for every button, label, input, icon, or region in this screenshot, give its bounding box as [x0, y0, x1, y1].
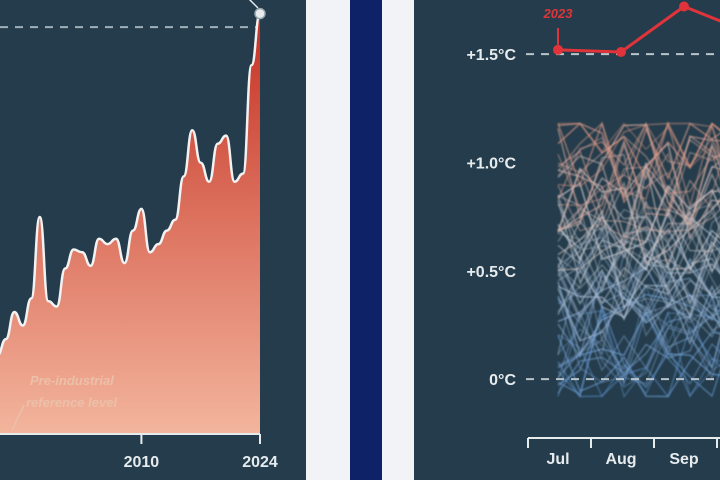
historical-year-line: [557, 250, 720, 356]
historical-year-line: [557, 200, 720, 288]
right-chart-panel: 0°C +0.5°C +1.0°C +1.5°C Jul Aug Sep 2023: [414, 0, 720, 480]
historical-year-line: [557, 250, 720, 356]
historical-year-line: [558, 122, 720, 169]
annotation-text-line-1: Pre-industrial: [30, 373, 114, 388]
historical-year-line: [557, 295, 720, 378]
annotation-text-line-2: reference level: [26, 395, 117, 410]
x-tick-label-2010: 2010: [124, 454, 160, 471]
historical-year-line: [557, 247, 720, 337]
series-2023-point: [679, 1, 689, 12]
monthly-temperature-spaghetti-chart: 0°C +0.5°C +1.0°C +1.5°C Jul Aug Sep 2023: [466, 1, 720, 468]
historical-year-line: [557, 167, 720, 264]
series-2023-label: 2023: [543, 6, 574, 21]
anomaly-line: [0, 12, 262, 356]
x-tick-label-Jul: Jul: [546, 451, 569, 468]
x-tick-label-2024: 2024: [242, 454, 278, 471]
historical-year-line: [557, 315, 720, 394]
divider-navy-stripe: [350, 0, 382, 480]
y-tick-label: 0°C: [489, 372, 516, 389]
annual-temperature-area-chart: 2010 2024 Pre-industrial reference level: [0, 0, 278, 471]
series-2023-point: [616, 47, 626, 57]
historical-year-line: [557, 239, 720, 319]
historical-years-lines: [557, 120, 720, 399]
historical-year-line: [557, 255, 720, 356]
historical-year-line: [557, 288, 720, 342]
y-tick-label: +0.5°C: [466, 264, 516, 281]
historical-year-line: [557, 152, 720, 220]
latest-value-marker: [254, 7, 266, 20]
annotation-leader-line: [11, 404, 25, 431]
historical-year-line: [557, 309, 720, 381]
historical-year-line: [557, 253, 720, 336]
historical-year-line: [557, 122, 720, 200]
historical-year-line: [557, 331, 720, 398]
anomaly-area: [0, 13, 260, 434]
left-chart-panel: 2010 2024 Pre-industrial reference level: [0, 0, 306, 480]
historical-year-line: [557, 120, 720, 209]
historical-year-line: [557, 203, 720, 308]
historical-year-line: [557, 162, 720, 271]
series-2023-line: [557, 5, 720, 54]
historical-year-line: [557, 122, 720, 188]
y-tick-label: +1.0°C: [466, 156, 516, 173]
historical-year-line: [557, 216, 720, 320]
divider-white-left: [306, 0, 350, 480]
series-2023-point: [553, 44, 563, 55]
historical-year-line: [557, 155, 720, 243]
x-tick-label-Sep: Sep: [669, 451, 699, 468]
historical-year-line: [557, 168, 720, 238]
divider-white-right: [382, 0, 414, 480]
historical-year-line: [557, 274, 720, 370]
y-tick-label: +1.5°C: [466, 47, 516, 64]
historical-year-line: [557, 294, 720, 385]
historical-year-line: [557, 298, 720, 372]
callout-leader-line: [248, 0, 259, 9]
historical-year-line: [557, 121, 720, 200]
x-tick-label-Aug: Aug: [605, 451, 636, 468]
historical-year-line: [557, 270, 720, 359]
